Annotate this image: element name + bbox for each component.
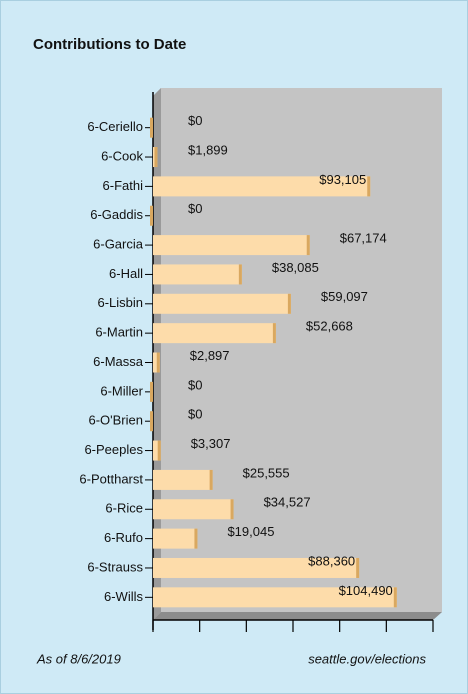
- bar-edge: [209, 469, 213, 490]
- bar: [153, 293, 291, 314]
- y-tick-label: 6-Peeples: [84, 442, 143, 457]
- footer-left: As of 8/6/2019: [36, 651, 121, 666]
- bar-edge: [238, 264, 242, 285]
- value-label: $104,490: [339, 583, 393, 598]
- value-label: $0: [188, 113, 202, 128]
- value-label: $25,555: [243, 465, 290, 480]
- bar: [153, 323, 276, 344]
- bar-edge: [306, 235, 310, 256]
- value-label: $38,085: [272, 260, 319, 275]
- bar: [153, 469, 213, 490]
- value-label: $59,097: [321, 289, 368, 304]
- y-tick-label: 6-Massa: [93, 354, 144, 369]
- bar-edge: [150, 117, 153, 138]
- plot-floor: [153, 612, 442, 620]
- value-label: $93,105: [319, 172, 366, 187]
- value-label: $0: [188, 377, 202, 392]
- value-label: $0: [188, 201, 202, 216]
- y-tick-label: 6-Ceriello: [87, 119, 143, 134]
- value-label: $0: [188, 407, 202, 422]
- bar-edge: [150, 411, 153, 432]
- footer-right: seattle.gov/elections: [308, 651, 426, 666]
- y-tick-label: 6-Miller: [100, 383, 143, 398]
- bar-edge: [154, 147, 158, 168]
- bar-edge: [157, 440, 161, 461]
- bar: [153, 528, 198, 549]
- bar: [153, 235, 310, 256]
- value-label: $34,527: [264, 495, 311, 510]
- y-tick-label: 6-Pottharst: [79, 471, 143, 486]
- bar: [153, 557, 360, 578]
- bar-edge: [367, 176, 371, 197]
- y-tick-label: 6-O'Brien: [88, 413, 143, 428]
- bar-edge: [356, 557, 360, 578]
- value-label: $1,899: [188, 142, 228, 157]
- value-label: $3,307: [191, 436, 231, 451]
- value-label: $88,360: [308, 553, 355, 568]
- y-tick-label: 6-Wills: [104, 589, 143, 604]
- y-tick-label: 6-Martin: [95, 325, 143, 340]
- plot-back: [153, 88, 442, 620]
- bar: [153, 440, 161, 461]
- value-label: $52,668: [306, 319, 353, 334]
- y-tick-label: 6-Garcia: [93, 237, 144, 252]
- bar: [153, 587, 397, 608]
- y-tick-label: 6-Fathi: [103, 178, 144, 193]
- bar-edge: [272, 323, 276, 344]
- bar: [153, 352, 160, 373]
- value-label: $2,897: [190, 348, 230, 363]
- value-label: $67,174: [340, 231, 387, 246]
- bar-edge: [150, 205, 153, 226]
- chart-title: Contributions to Date: [33, 36, 186, 53]
- bar-edge: [156, 352, 160, 373]
- bar-edge: [287, 293, 291, 314]
- bar-edge: [393, 587, 397, 608]
- bar-edge: [230, 499, 234, 520]
- value-label: $19,045: [227, 524, 274, 539]
- y-tick-label: 6-Gaddis: [90, 207, 143, 222]
- y-tick-label: 6-Strauss: [87, 559, 143, 574]
- y-tick-label: 6-Rice: [105, 501, 143, 516]
- y-tick-label: 6-Cook: [101, 148, 143, 163]
- y-tick-label: 6-Lisbin: [97, 295, 143, 310]
- y-tick-label: 6-Rufo: [104, 530, 143, 545]
- bar-edge: [150, 381, 153, 402]
- bar: [153, 264, 242, 285]
- bar: [153, 499, 234, 520]
- bar: [153, 176, 371, 197]
- bar-edge: [194, 528, 198, 549]
- y-tick-label: 6-Hall: [109, 266, 143, 281]
